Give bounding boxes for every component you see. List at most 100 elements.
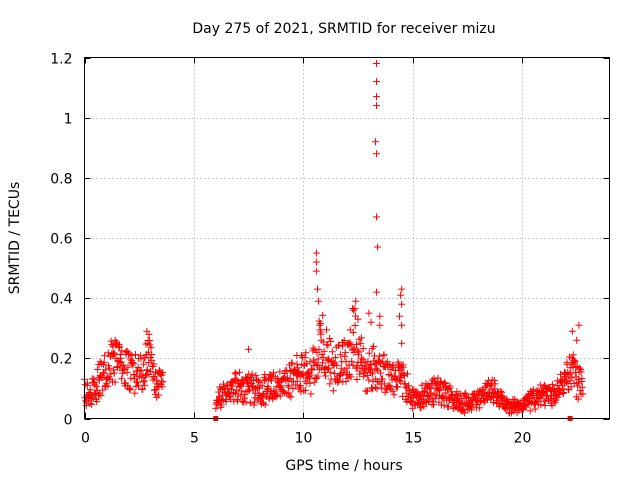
data-point [351, 305, 359, 313]
data-point [352, 364, 360, 372]
data-point [141, 381, 149, 389]
data-point [288, 359, 296, 367]
data-point [317, 364, 325, 372]
data-point [491, 377, 499, 385]
x-tick-label: 5 [190, 431, 199, 447]
data-point [293, 377, 301, 385]
data-point [373, 385, 381, 393]
data-point [146, 353, 154, 361]
data-point [576, 364, 584, 372]
y-tick-label: 0.8 [50, 172, 72, 188]
data-point [307, 390, 315, 398]
data-point [403, 370, 411, 378]
data-point [347, 373, 355, 381]
data-point [365, 376, 373, 384]
data-point [363, 372, 371, 380]
data-point [248, 370, 256, 378]
data-point [91, 381, 99, 389]
data-point-peak [373, 93, 381, 101]
data-point [265, 375, 273, 383]
data-point [292, 381, 300, 389]
data-point [264, 384, 272, 392]
data-point [249, 376, 257, 384]
data-point [132, 351, 140, 359]
data-point [273, 391, 281, 399]
data-point [353, 375, 361, 383]
data-point [357, 334, 365, 342]
data-point [319, 359, 327, 367]
data-point [307, 371, 315, 379]
data-point [100, 358, 108, 366]
data-point [358, 361, 366, 369]
x-axis-label: GPS time / hours [285, 458, 402, 474]
data-point [94, 365, 102, 373]
data-point-peak [396, 312, 403, 320]
data-point [96, 390, 104, 398]
data-point [97, 391, 105, 399]
data-point [401, 380, 409, 388]
data-point [137, 366, 145, 374]
data-point [119, 369, 127, 377]
data-point [302, 349, 310, 357]
data-point [267, 377, 275, 385]
data-point [129, 359, 137, 367]
data-point [86, 386, 94, 394]
data-point [134, 382, 142, 390]
data-point [319, 311, 327, 319]
data-point [137, 355, 145, 363]
data-point [441, 379, 449, 387]
data-point [567, 370, 575, 378]
data-point [408, 397, 416, 405]
data-point [222, 398, 230, 406]
data-point [111, 350, 119, 358]
data-point [550, 397, 558, 405]
data-point [90, 375, 98, 383]
data-point [418, 381, 426, 389]
y-tick-label: 0.4 [50, 292, 72, 308]
data-point [159, 369, 167, 377]
data-point-peak [317, 330, 325, 338]
data-point-peak [245, 345, 253, 353]
data-point [436, 385, 444, 393]
data-point [151, 386, 159, 394]
data-point [325, 364, 333, 372]
data-point [357, 339, 365, 347]
data-point [158, 377, 166, 385]
data-point [434, 374, 442, 382]
data-point [370, 342, 378, 350]
data-point [120, 365, 128, 373]
data-point [326, 380, 334, 388]
data-point [321, 372, 329, 380]
data-point [340, 336, 348, 344]
data-point [108, 341, 116, 349]
data-point-peak [371, 138, 379, 146]
data-point [446, 384, 454, 392]
data-point [141, 354, 149, 362]
data-point [107, 337, 115, 345]
data-point [334, 378, 342, 386]
data-point [461, 389, 469, 397]
data-point [285, 392, 293, 400]
data-point [308, 366, 316, 374]
data-point-peak [398, 300, 406, 308]
data-point [578, 374, 586, 382]
data-point [476, 404, 484, 412]
data-point [575, 379, 583, 387]
data-point [154, 391, 162, 399]
data-point-peak [352, 297, 360, 305]
data-point [571, 358, 579, 366]
data-point [320, 347, 328, 355]
data-point [151, 390, 159, 398]
data-point [143, 366, 151, 374]
data-point [333, 361, 341, 369]
data-point-peak [373, 150, 381, 158]
data-point-peak [367, 318, 375, 326]
data-point-peak [376, 321, 384, 329]
data-point [323, 326, 331, 334]
data-point [248, 380, 256, 388]
data-point [486, 381, 494, 389]
data-point [539, 390, 547, 398]
data-point [152, 376, 160, 384]
data-point-peak [398, 285, 406, 293]
data-point [124, 363, 132, 371]
